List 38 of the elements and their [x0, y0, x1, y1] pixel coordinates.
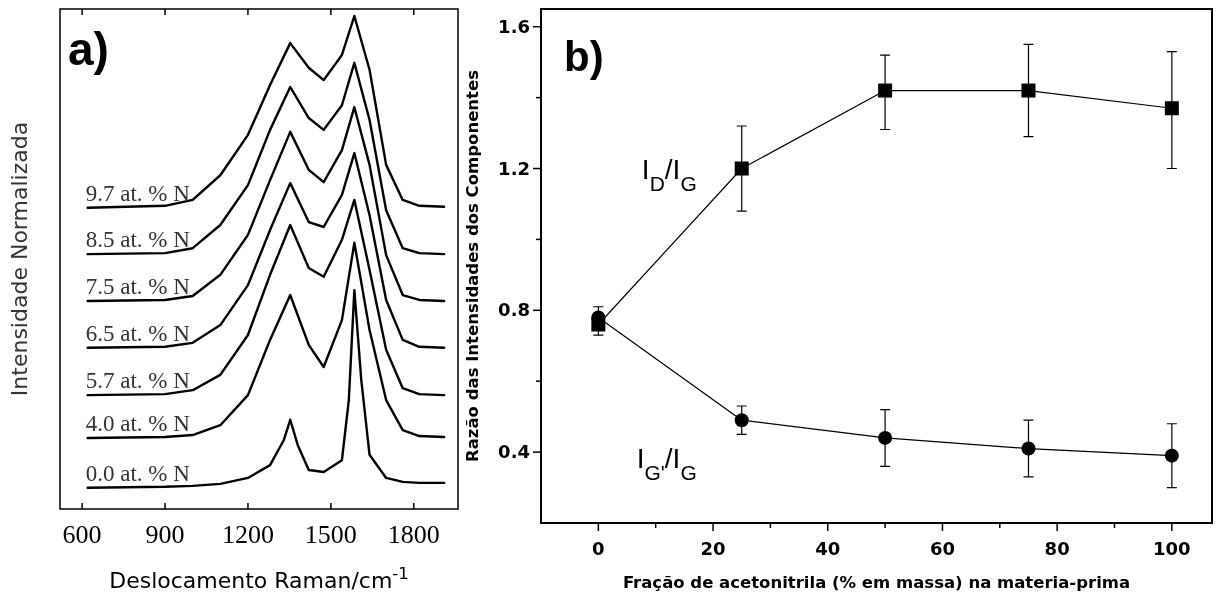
x-tick-label: 1500 — [304, 520, 357, 549]
point — [878, 83, 893, 98]
point — [734, 161, 749, 176]
x-tick-label: 600 — [62, 520, 102, 549]
x-tick-label: 40 — [815, 538, 841, 559]
x-tick-label: 80 — [1044, 538, 1070, 559]
series-label: I$_{D}$/I$_{G}$ — [641, 153, 697, 195]
series-label: 6.5 at. % N — [85, 320, 191, 346]
point — [1164, 448, 1179, 463]
x-tick-label: 20 — [700, 538, 726, 559]
x-tick-label: 900 — [145, 520, 185, 549]
annotation: b) — [564, 33, 604, 80]
point — [1164, 101, 1179, 116]
point — [734, 413, 749, 428]
x-tick-label: 60 — [929, 538, 955, 559]
y-axis-title: Intensidade Normalizada — [7, 121, 32, 397]
y-tick-label: 0.8 — [498, 299, 530, 321]
x-axis-title: Fração de acetonitrila (% em massa) na materia-prima — [622, 573, 1131, 592]
x-tick-label: 1800 — [387, 520, 440, 549]
series-label: 0.0 at. % N — [85, 460, 191, 486]
point — [878, 430, 893, 445]
point — [1021, 83, 1036, 98]
annotation: a) — [68, 23, 109, 75]
point — [1021, 441, 1036, 456]
y-tick-label: 1.2 — [498, 157, 530, 179]
y-tick-label: 1.6 — [498, 15, 530, 37]
y-tick-label: 0.4 — [498, 441, 530, 463]
series-label: I$_{G'}$/I$_{G}$ — [636, 443, 697, 484]
series-label: 7.5 at. % N — [85, 273, 191, 299]
series-label: 8.5 at. % N — [85, 227, 191, 253]
x-tick-label: 0 — [592, 538, 605, 559]
series-label: 4.0 at. % N — [85, 411, 191, 437]
x-axis-title: Deslocamento Raman/cm$^{-1}$ — [109, 563, 409, 593]
x-tick-label: 1200 — [221, 520, 274, 549]
series-label: 9.7 at. % N — [85, 180, 191, 206]
series-label: 5.7 at. % N — [85, 368, 191, 394]
y-axis-title: Razão das Intensidades dos Componentes — [463, 69, 482, 462]
x-tick-label: 100 — [1153, 538, 1191, 559]
